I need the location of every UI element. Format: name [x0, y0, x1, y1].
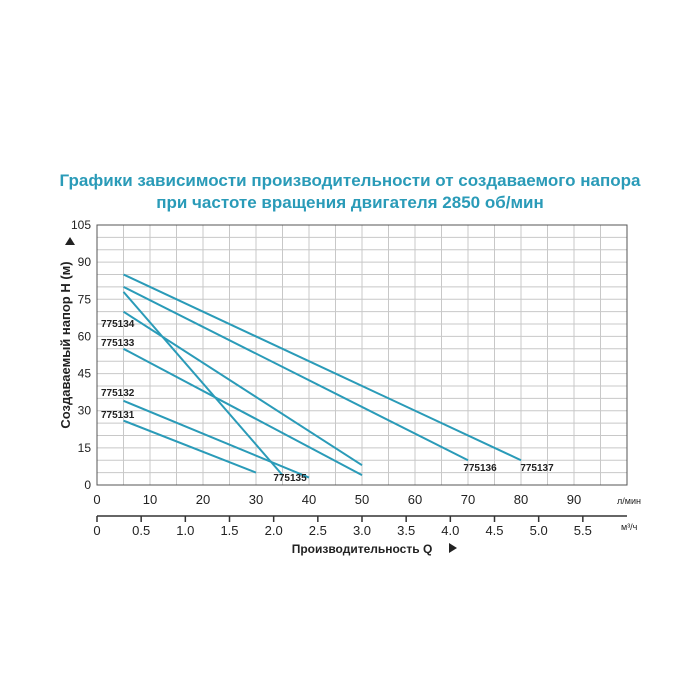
x-tick-label-primary: 20	[196, 492, 210, 507]
x-tick-label-secondary: 1.0	[176, 523, 194, 538]
grid	[96, 224, 628, 486]
x-tick-label-primary: 80	[514, 492, 528, 507]
x-axis-arrow-icon	[449, 543, 457, 553]
y-tick-label: 45	[78, 367, 92, 381]
x-tick-label-primary: 30	[249, 492, 263, 507]
series-line-775131	[123, 419, 257, 474]
y-tick-label: 60	[78, 329, 92, 343]
x-unit-primary: л/мин	[617, 496, 641, 506]
y-tick-label: 0	[84, 478, 91, 492]
series-label: 775132	[101, 388, 135, 399]
series-lines	[122, 273, 522, 479]
chart-title: Графики зависимости производительности о…	[59, 171, 641, 190]
x-tick-label-primary: 50	[355, 492, 369, 507]
series-label: 775137	[520, 463, 554, 474]
x-tick-label-primary: 70	[461, 492, 475, 507]
y-tick-label: 105	[71, 218, 91, 232]
x-tick-label-secondary: 4.5	[485, 523, 503, 538]
series-label: 775135	[273, 473, 307, 484]
series-label: 775133	[101, 338, 135, 349]
series-line-775137	[123, 273, 522, 462]
y-axis-title: Создаваемый напор H (м)	[58, 261, 73, 428]
x-tick-label-primary: 0	[93, 492, 100, 507]
x-tick-label-secondary: 5.0	[530, 523, 548, 538]
x-tick-label-secondary: 4.0	[441, 523, 459, 538]
y-tick-label: 75	[78, 292, 92, 306]
plot-frame	[96, 224, 628, 486]
axes: 0 15 30 45 60 75 90 105 0 10 20 30 40 50 60 70 80 90 л/мин…	[58, 218, 641, 556]
x-tick-label-secondary: 3.5	[397, 523, 415, 538]
y-tick-label: 15	[78, 441, 92, 455]
x-tick-label-secondary: 0	[93, 523, 100, 538]
series-label: 775134	[101, 319, 135, 330]
x-tick-label-secondary: 3.0	[353, 523, 371, 538]
series-label: 775131	[101, 410, 135, 421]
x-axis-title: Производительность Q	[292, 542, 433, 556]
y-axis-arrow-icon	[65, 237, 75, 245]
series-line-775136	[123, 286, 469, 462]
x-tick-label-secondary: 0.5	[132, 523, 150, 538]
x-tick-label-secondary: 5.5	[574, 523, 592, 538]
y-tick-label: 90	[78, 255, 92, 269]
chart-subtitle: при частоте вращения двигателя 2850 об/м…	[156, 193, 544, 212]
x-tick-label-secondary: 1.5	[220, 523, 238, 538]
x-tick-label-primary: 60	[408, 492, 422, 507]
labels: 775131 775132 775133 775134 775135 775136 7751…	[101, 319, 554, 484]
x-tick-label-primary: 40	[302, 492, 316, 507]
x-tick-label-primary: 10	[143, 492, 157, 507]
x-unit-secondary: м³/ч	[621, 522, 638, 532]
series-label: 775136	[463, 463, 497, 474]
series-line-775132	[123, 399, 310, 479]
series-line-775135	[122, 291, 284, 476]
x-tick-label-primary: 90	[567, 492, 581, 507]
series-line-775133	[123, 347, 363, 476]
x-tick-label-secondary: 2.0	[265, 523, 283, 538]
y-tick-label: 30	[78, 404, 92, 418]
x-tick-label-secondary: 2.5	[309, 523, 327, 538]
